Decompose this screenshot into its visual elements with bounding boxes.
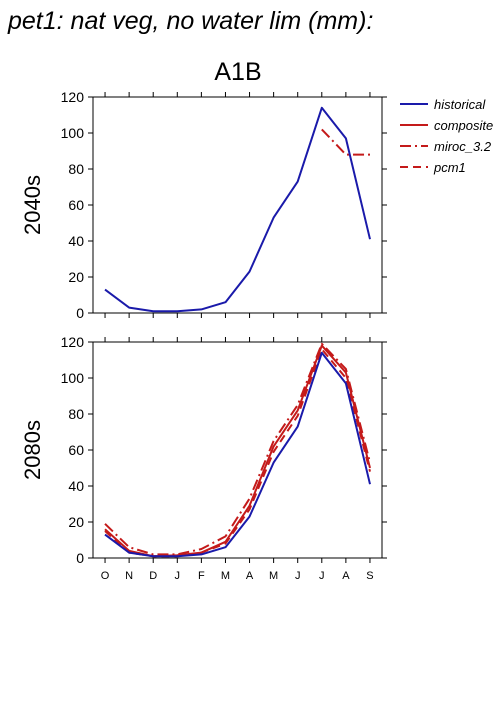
legend: historical composite miroc_3.2 pcm1 [400, 97, 493, 175]
y-tick-label: 0 [76, 550, 84, 566]
chart-panel-2040s: 0 20 40 60 80 100 120 2040s [20, 89, 387, 321]
legend-label: pcm1 [433, 160, 466, 175]
x-tick-label: F [198, 570, 205, 582]
y-tick-label: 40 [68, 233, 84, 249]
y-tick-label: 40 [68, 478, 84, 494]
x-tick-label: O [101, 570, 110, 582]
y-tick-label: 0 [76, 305, 84, 321]
y-tick-label: 20 [68, 269, 84, 285]
legend-item-historical: historical [400, 97, 486, 112]
y-tick-label: 120 [61, 334, 85, 350]
series-line-composite [104, 344, 371, 558]
x-tick-label: M [269, 570, 278, 582]
legend-label: composite [434, 118, 493, 133]
x-tick-label: J [295, 570, 301, 582]
y-tick-label: 100 [61, 370, 85, 386]
series-line-historical [104, 106, 371, 313]
legend-item-pcm1: pcm1 [400, 160, 466, 175]
legend-label: miroc_3.2 [434, 139, 492, 154]
legend-label: historical [434, 97, 486, 112]
x-tick-label: M [221, 570, 230, 582]
series-line-miroc_3.2 [321, 128, 370, 156]
x-tick-label: J [319, 570, 325, 582]
y-tick-label: 80 [68, 406, 84, 422]
x-tick-label: S [366, 570, 373, 582]
y-tick-label: 60 [68, 442, 84, 458]
chart-panel-2080s: 0 20 40 60 80 100 120 O N D J F M A M J J A S 2080s [20, 334, 387, 582]
y-tick-label: 100 [61, 125, 85, 141]
y-tick-label: 80 [68, 161, 84, 177]
y-tick-label: 20 [68, 514, 84, 530]
series-line-miroc_3.2 [104, 342, 371, 556]
x-tick-label: A [246, 570, 254, 582]
legend-item-composite: composite [400, 118, 493, 133]
x-tick-label: D [149, 570, 157, 582]
series-line-historical [104, 351, 371, 558]
x-tick-label: A [342, 570, 350, 582]
y-axis-label: 2080s [20, 420, 45, 480]
x-tick-label: N [125, 570, 133, 582]
y-tick-label: 120 [61, 89, 85, 105]
y-axis-label: 2040s [20, 175, 45, 235]
page-title: pet1: nat veg, no water lim (mm): [7, 7, 373, 35]
x-tick-label: J [175, 570, 181, 582]
legend-item-miroc_3.2: miroc_3.2 [400, 139, 492, 154]
scenario-title: A1B [214, 58, 261, 86]
y-tick-label: 60 [68, 197, 84, 213]
